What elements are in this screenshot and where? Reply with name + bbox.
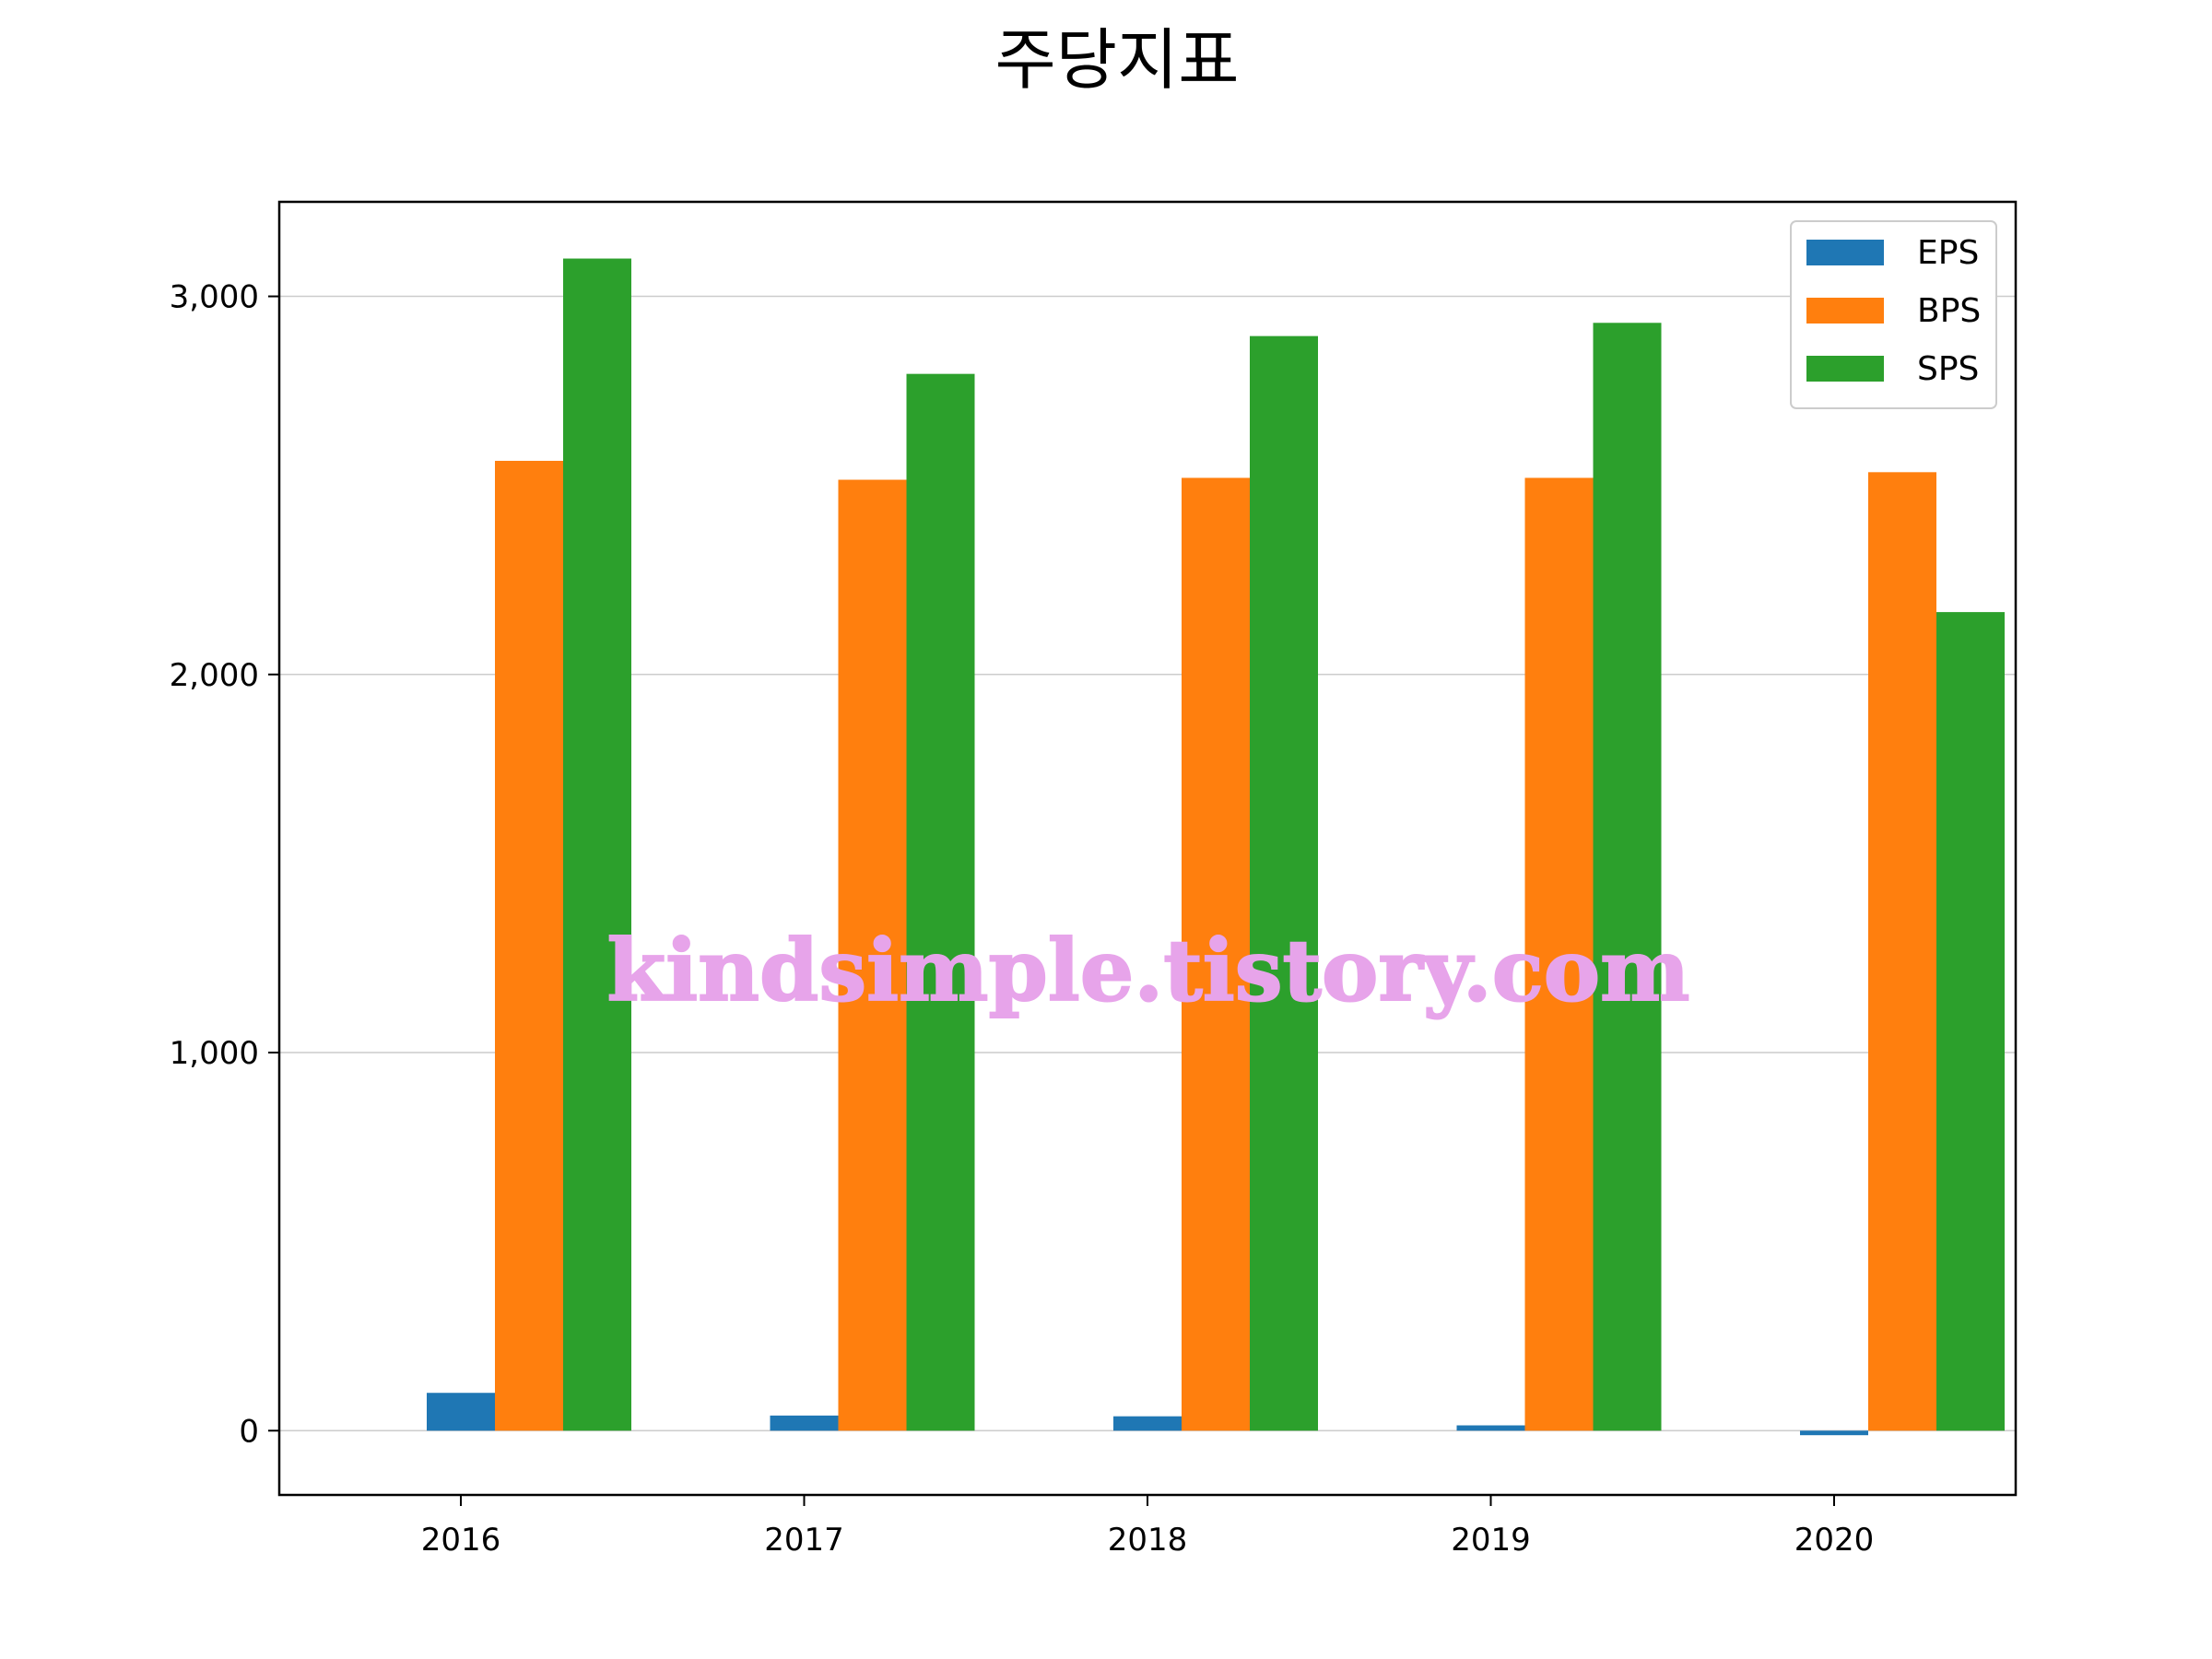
x-axis: 2016 2017 2018 2019 2020 bbox=[421, 1495, 1875, 1559]
chart-title: 주당지표 bbox=[995, 21, 1240, 99]
bar-sps-2020 bbox=[1936, 612, 2005, 1431]
y-tick-label: 3,000 bbox=[170, 279, 259, 316]
bar-eps-2018 bbox=[1113, 1416, 1182, 1431]
legend-swatch-bps bbox=[1806, 298, 1884, 324]
x-tick-label: 2019 bbox=[1451, 1522, 1531, 1559]
bar-sps-2017 bbox=[906, 373, 975, 1431]
bars bbox=[427, 258, 2005, 1436]
legend-swatch-eps bbox=[1806, 240, 1884, 265]
bar-sps-2016 bbox=[563, 258, 631, 1431]
bar-eps-2020 bbox=[1800, 1430, 1868, 1436]
bar-eps-2017 bbox=[770, 1415, 839, 1431]
watermark-text: kindsimple.tistory.com bbox=[606, 921, 1689, 1020]
legend-label-eps: EPS bbox=[1917, 234, 1979, 272]
y-tick-label: 2,000 bbox=[170, 657, 259, 694]
legend-label-bps: BPS bbox=[1917, 292, 1981, 330]
x-tick-label: 2016 bbox=[421, 1522, 501, 1559]
bar-bps-2017 bbox=[838, 479, 907, 1431]
legend: EPS BPS SPS bbox=[1790, 220, 1997, 409]
x-tick-label: 2018 bbox=[1108, 1522, 1188, 1559]
x-tick-label: 2020 bbox=[1794, 1522, 1875, 1559]
legend-label-sps: SPS bbox=[1917, 350, 1979, 388]
bar-sps-2019 bbox=[1593, 323, 1662, 1431]
bar-eps-2016 bbox=[427, 1393, 495, 1431]
y-tick-label: 0 bbox=[239, 1413, 259, 1450]
bar-bps-2019 bbox=[1524, 477, 1594, 1431]
bar-sps-2018 bbox=[1250, 335, 1318, 1431]
bar-bps-2018 bbox=[1182, 477, 1250, 1431]
bar-bps-2016 bbox=[495, 461, 563, 1431]
bar-bps-2020 bbox=[1868, 472, 1936, 1431]
x-tick-label: 2017 bbox=[764, 1522, 844, 1559]
y-axis: 0 1,000 2,000 3,000 bbox=[170, 279, 279, 1450]
y-tick-label: 1,000 bbox=[170, 1035, 259, 1072]
bar-eps-2019 bbox=[1456, 1425, 1525, 1431]
legend-swatch-sps bbox=[1806, 356, 1884, 382]
